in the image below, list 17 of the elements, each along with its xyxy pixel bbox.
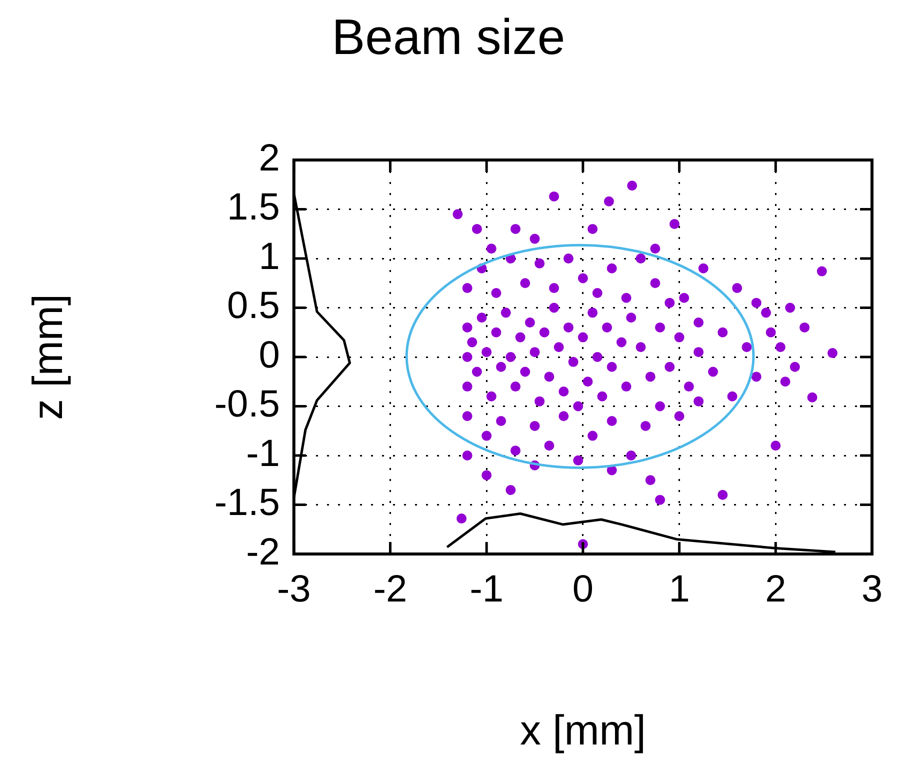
y-tick-label: -0.5 [214,384,280,426]
x-tick-label: 2 [765,568,786,610]
y-tick-label: 1.5 [227,186,280,229]
y-tick-label: 0.5 [227,285,280,328]
y-tick-label: 0 [258,334,280,376]
x-axis-title: x [mm] [520,706,646,754]
x-tick-label: 0 [572,568,594,610]
chart-title: Beam size [332,8,566,65]
x-tick-label: -2 [373,568,408,610]
x-tick-label: -1 [470,568,504,610]
y-tick-label: 2 [258,137,280,180]
y-tick-label: -1.5 [214,482,280,524]
y-tick-label: 1 [258,236,280,278]
x-tick-label: 3 [861,568,883,610]
y-axis-title: z [mm] [24,294,71,420]
y-tick-label: -1 [246,432,280,475]
x-tick-label: 1 [668,568,690,610]
